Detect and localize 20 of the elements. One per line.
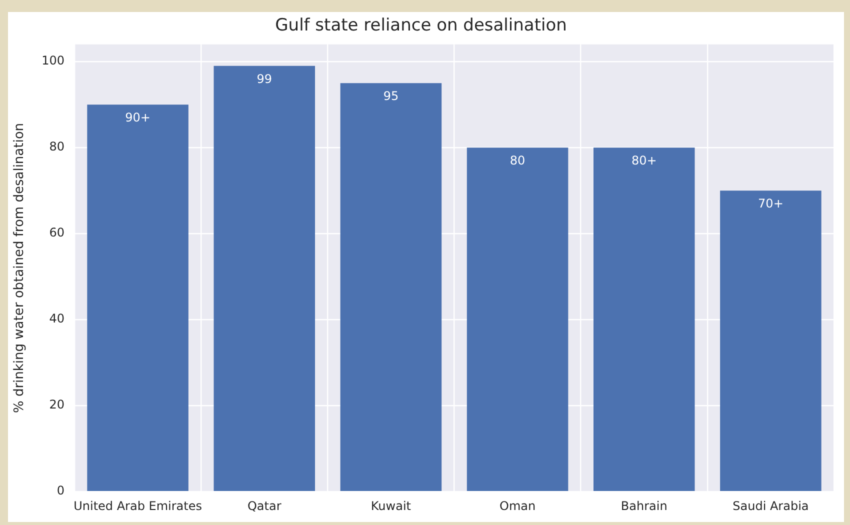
y-tick-label: 20 <box>49 398 65 412</box>
data-label: 80 <box>510 154 526 168</box>
y-tick-label: 100 <box>42 54 65 68</box>
x-tick-label: Saudi Arabia <box>732 498 809 513</box>
data-label: 95 <box>383 89 399 104</box>
x-tick-label: Bahrain <box>620 498 668 513</box>
x-tick-label: Oman <box>499 498 536 513</box>
data-label: 70+ <box>758 196 784 211</box>
y-tick-label: 80 <box>49 140 65 154</box>
data-label: 99 <box>256 72 272 86</box>
x-tick-label: United Arab Emirates <box>74 498 202 513</box>
x-tick-label: Kuwait <box>370 498 412 513</box>
y-axis-title: % drinking water obtained from desalination <box>12 122 28 414</box>
chart-title: Gulf state reliance on desalination <box>275 16 567 36</box>
data-label: 80+ <box>631 154 657 168</box>
y-tick-label: 60 <box>49 226 65 240</box>
data-label: 90+ <box>125 110 150 125</box>
y-tick-label: 0 <box>56 484 65 498</box>
y-tick-label: 40 <box>49 312 65 326</box>
x-tick-label: Qatar <box>247 498 282 513</box>
